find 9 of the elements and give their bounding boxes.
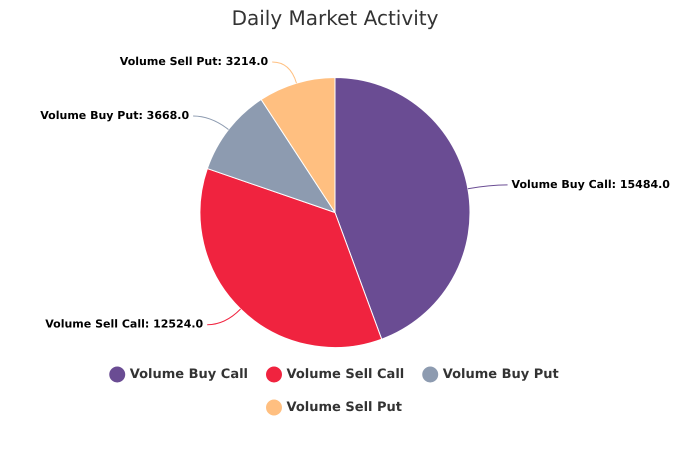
legend-label: Volume Buy Put: [442, 366, 559, 382]
legend-label: Volume Sell Call: [286, 366, 404, 382]
chart-title: Daily Market Activity: [232, 6, 439, 30]
legend-label: Volume Buy Call: [130, 366, 248, 382]
data-label: Volume Buy Put: 3668.0: [40, 108, 190, 122]
data-label: Volume Sell Put: 3214.0: [120, 54, 269, 68]
data-label: Volume Sell Call: 12524.0: [45, 318, 204, 331]
legend-label: Volume Sell Put: [286, 400, 402, 415]
data-label: Volume Buy Call: 15484.0: [512, 178, 670, 191]
